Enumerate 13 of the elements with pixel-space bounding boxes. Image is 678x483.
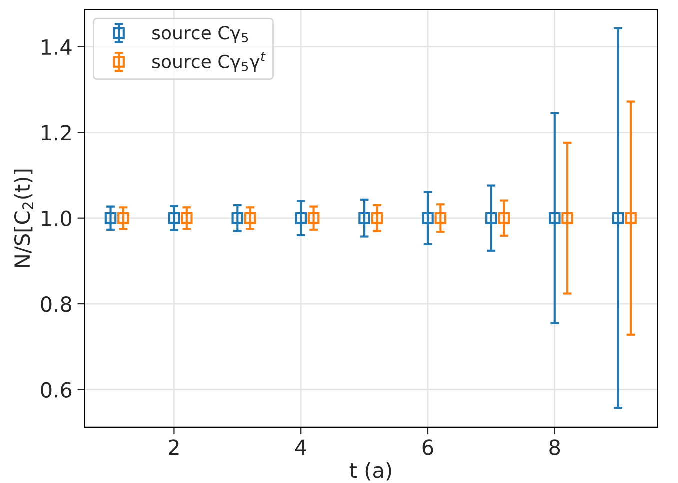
x-tick-label: 8 [550, 440, 560, 456]
x-tick-label: 2 [169, 440, 179, 456]
y-tick-label: 0.6 [41, 382, 72, 398]
y-tick-label: 1.2 [42, 125, 71, 141]
y-tick-label: 1.4 [42, 40, 72, 55]
x-tick-label: 4 [295, 440, 307, 456]
y-axis-title: N/S[C$_{2}$(t)] [14, 170, 34, 268]
y-tick-label: 0.8 [41, 296, 72, 312]
x-tick-label: 6 [422, 440, 434, 456]
y-tick-label: 1.0 [42, 210, 72, 227]
legend-label: source Cγ$_{5}$γ$^{t}$ [152, 52, 266, 72]
x-axis-title: t (a) [350, 462, 392, 481]
legend-label: source Cγ$_{5}$ [152, 26, 248, 44]
